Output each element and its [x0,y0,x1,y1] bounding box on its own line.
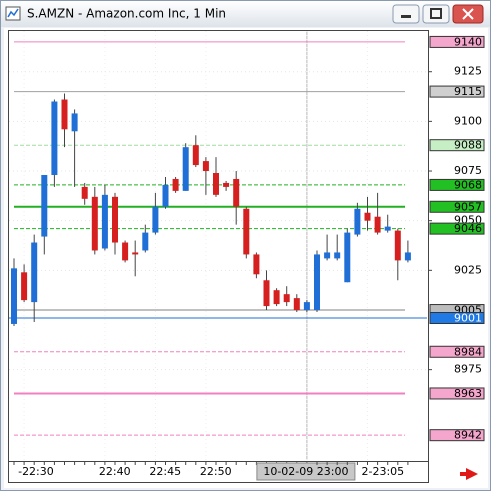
x-tick-label: 22:40 [99,465,131,478]
level-box [429,311,485,324]
candle-body [71,113,78,132]
x-label-highlight [256,462,356,481]
plot-frame [8,30,429,462]
x-tick-label: -22:30 [18,465,54,478]
candle-body [364,212,371,221]
candle-body [21,272,28,301]
candle-body [41,174,48,237]
candle-body [172,178,179,191]
candle-body [374,216,381,233]
candle-body [314,254,320,311]
level-box [429,200,485,213]
level-label: 9001 [454,311,482,324]
scroll-arrow[interactable] [460,468,478,480]
y-tick-label: 9075 [454,164,482,177]
candle-body [61,99,68,130]
candle-body [303,302,310,311]
app-icon [5,6,21,21]
y-tick-label: 9025 [454,263,482,276]
candle-body [404,252,411,261]
candle-body [293,298,300,311]
candle-body [344,232,351,283]
level-label: 9115 [454,85,482,98]
level-box [429,222,485,235]
candle-body [334,252,341,259]
candle-body [51,101,58,175]
candle-body [213,173,219,195]
minimize-button[interactable] [392,4,420,24]
candle-body [112,196,118,243]
level-label: 9068 [454,178,482,191]
level-box [429,429,485,442]
level-box [429,35,485,48]
candle-body [122,242,129,261]
level-label: 9088 [454,139,482,152]
y-tick-label: 8975 [454,363,482,376]
candle-body [253,254,260,275]
candle-body [243,208,250,255]
candle-body [324,252,331,259]
candle-body [354,208,361,235]
level-label: 8984 [454,345,482,358]
level-box [429,345,485,358]
x-tick-label: 22:50 [200,465,232,478]
candle-body [91,196,98,251]
x-tick-label: 22:45 [149,465,181,478]
candle-body [11,268,17,324]
close-button[interactable] [452,4,484,24]
candle-body [152,206,159,233]
level-label: 8942 [454,429,482,442]
candle-body [81,186,88,199]
candle-body [223,182,230,187]
window-title: S.AMZN - Amazon.com Inc, 1 Min [27,7,226,21]
candle-body [31,242,38,303]
candle-body [273,290,280,305]
x-tick-label: 10-02-09 23:00 [263,465,348,478]
level-label: 9046 [454,222,482,235]
candle-body [162,184,169,207]
level-label: 9140 [454,35,482,48]
level-label: 8963 [454,387,482,400]
candle-body [142,232,149,251]
maximize-button[interactable] [422,4,450,24]
candle-body [182,147,189,191]
level-box [429,387,485,400]
candle-body [132,252,139,255]
level-label: 9057 [454,200,482,213]
candle-body [101,194,108,249]
level-box [429,85,485,98]
candle-body [384,226,391,231]
level-box [429,139,485,152]
y-tick-label: 9100 [454,114,482,127]
candle-body [283,294,290,303]
level-box [429,178,485,191]
candle-body [394,230,401,261]
y-tick-label: 9125 [454,65,482,78]
x-tick-label: 2-23:05 [362,465,405,478]
candle-body [192,145,199,166]
candle-body [233,178,240,207]
candle-body [202,161,209,172]
candle-body [263,280,270,307]
